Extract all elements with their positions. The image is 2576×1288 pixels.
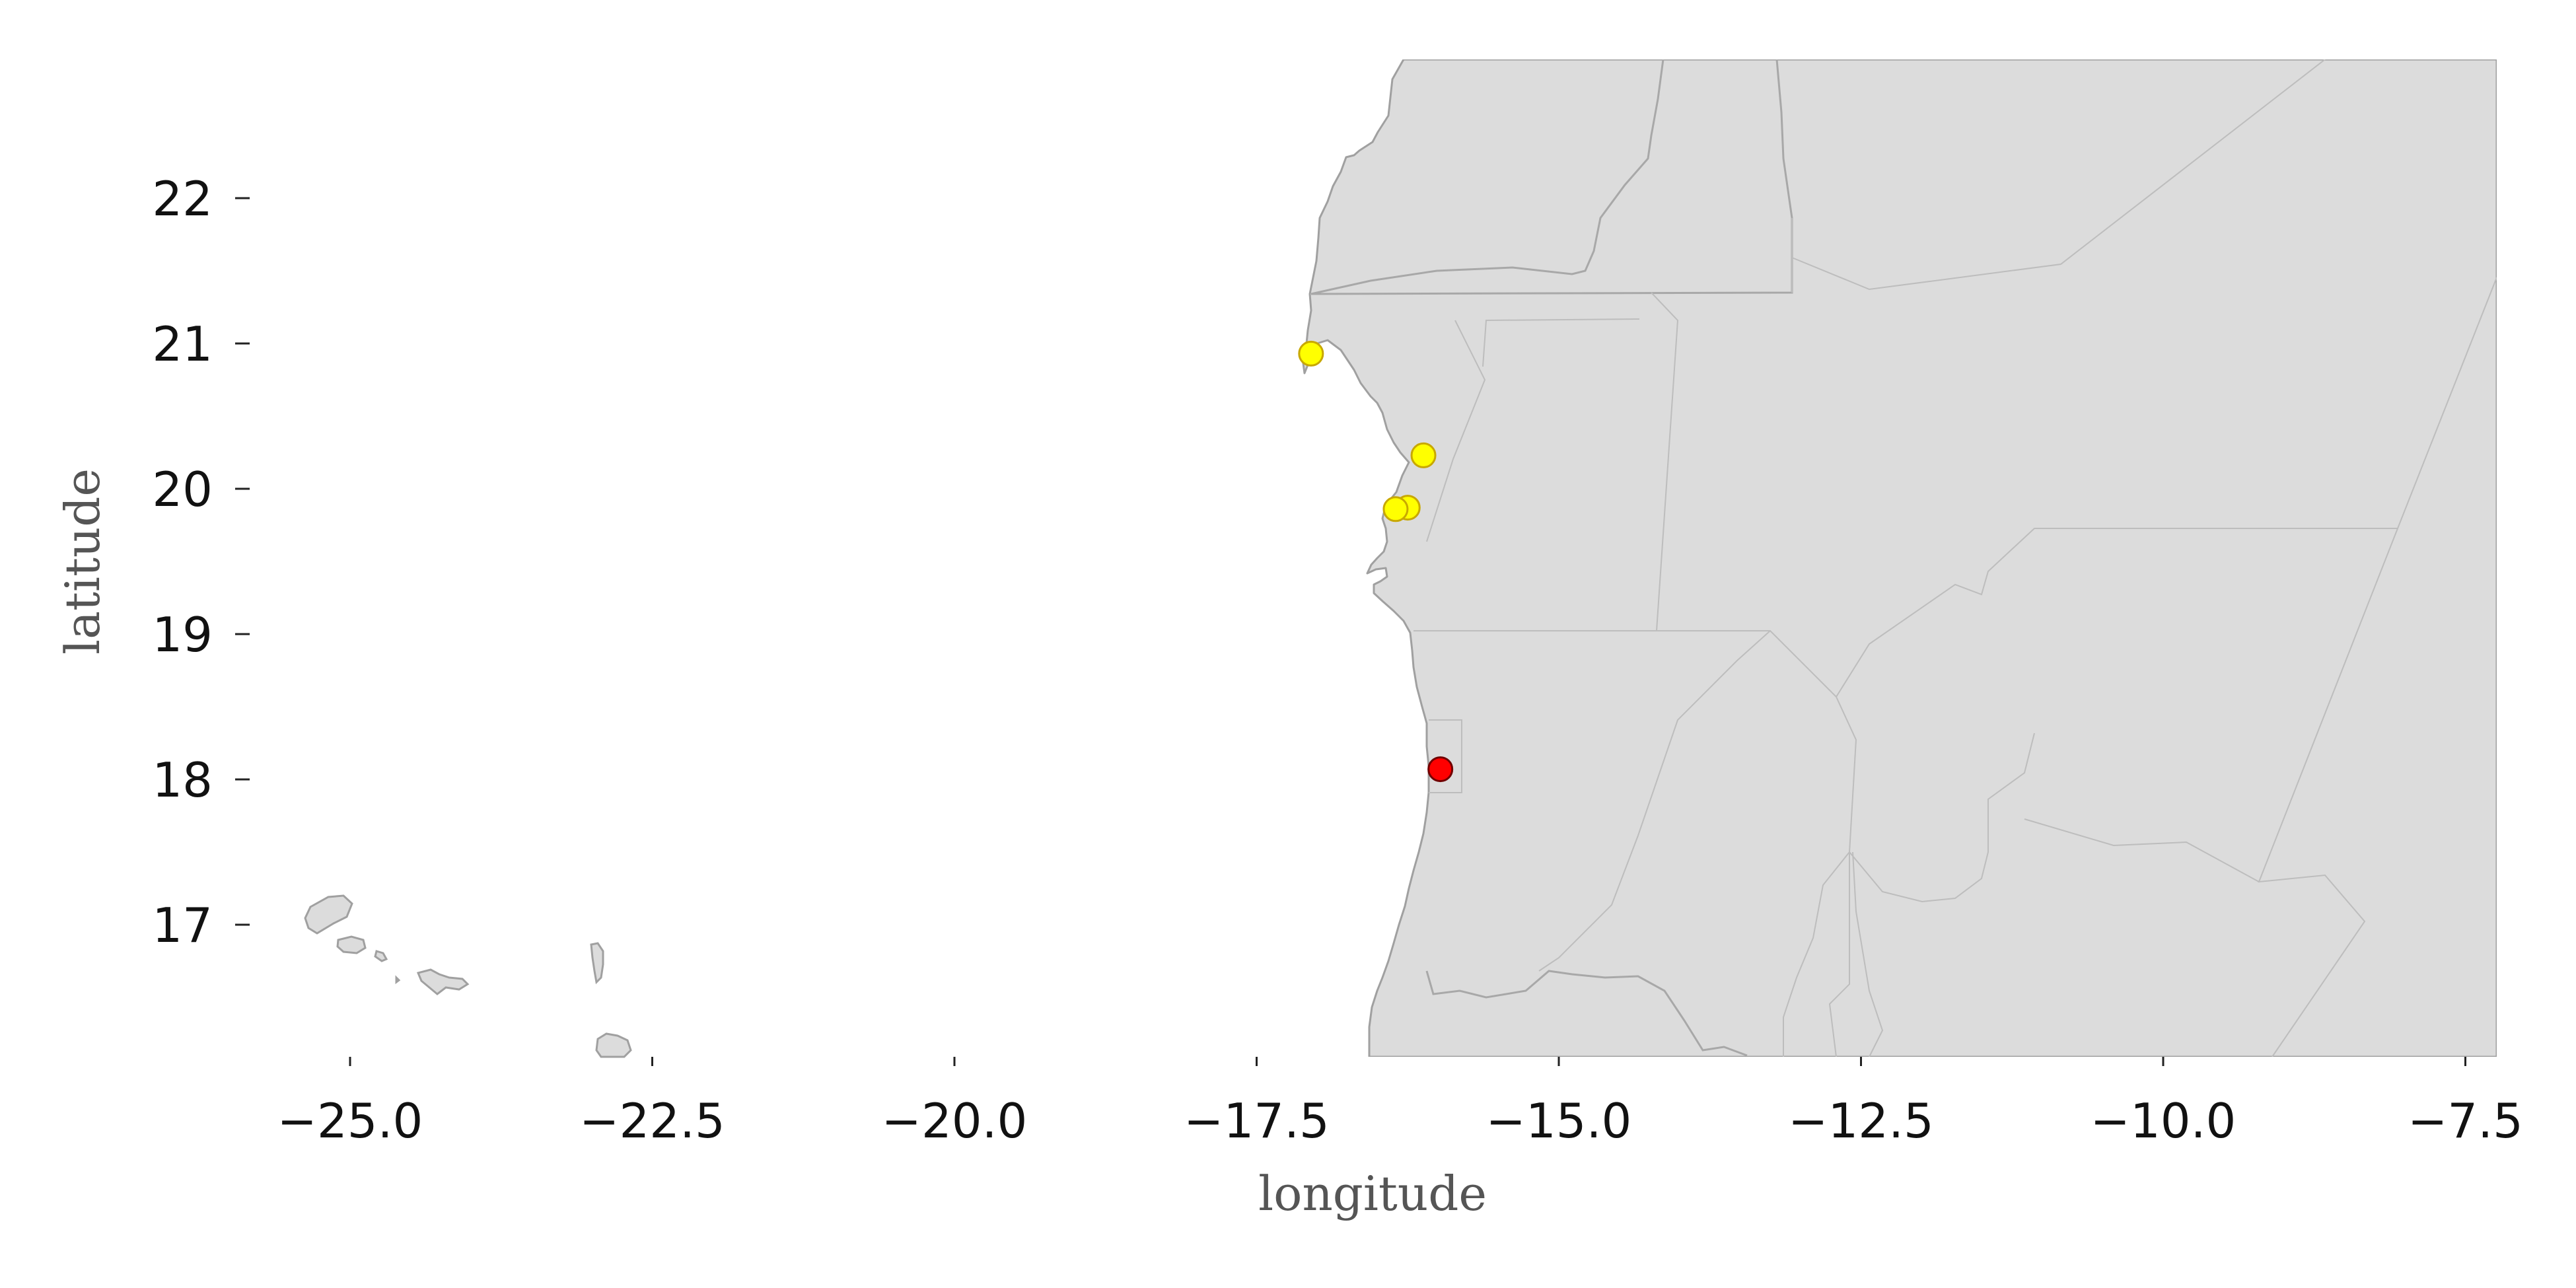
minor-borders xyxy=(1413,59,2497,1057)
basemap xyxy=(1302,59,2497,1057)
y-tick-label: 20 xyxy=(152,462,213,517)
x-tick-label: −15.0 xyxy=(1486,1093,1632,1149)
y-tick-label: 21 xyxy=(152,316,213,372)
border-lines xyxy=(1310,59,1793,1057)
yellow-marker xyxy=(1410,442,1437,468)
x-axis-title: longitude xyxy=(1258,1166,1487,1221)
x-tick-label: −17.5 xyxy=(1184,1093,1330,1149)
red-marker xyxy=(1427,756,1454,783)
x-tick-label: −25.0 xyxy=(277,1093,423,1149)
x-tick-label: −12.5 xyxy=(1788,1093,1934,1149)
x-tick-label: −22.5 xyxy=(579,1093,725,1149)
y-tick-label: 17 xyxy=(152,898,213,953)
yellow-marker xyxy=(1382,496,1409,522)
y-tick-label: 18 xyxy=(152,752,213,808)
x-tick-label: −7.5 xyxy=(2408,1093,2523,1149)
x-axis-ticks: −25.0 −22.5 −20.0 −17.5 −15.0 −12.5 −10.0 −7.5 xyxy=(277,1057,2523,1149)
y-axis-title: latitude xyxy=(55,468,110,655)
mainland-landmass xyxy=(1302,59,2497,1057)
data-points xyxy=(1298,340,1454,783)
cape-verde-islands xyxy=(304,894,632,1058)
y-tick-label: 22 xyxy=(152,171,213,227)
x-tick-label: −20.0 xyxy=(882,1093,1028,1149)
y-tick-label: 19 xyxy=(152,607,213,662)
x-tick-label: −10.0 xyxy=(2091,1093,2236,1149)
yellow-marker xyxy=(1298,340,1324,367)
y-axis-ticks: 17 18 19 20 21 22 xyxy=(152,171,250,953)
